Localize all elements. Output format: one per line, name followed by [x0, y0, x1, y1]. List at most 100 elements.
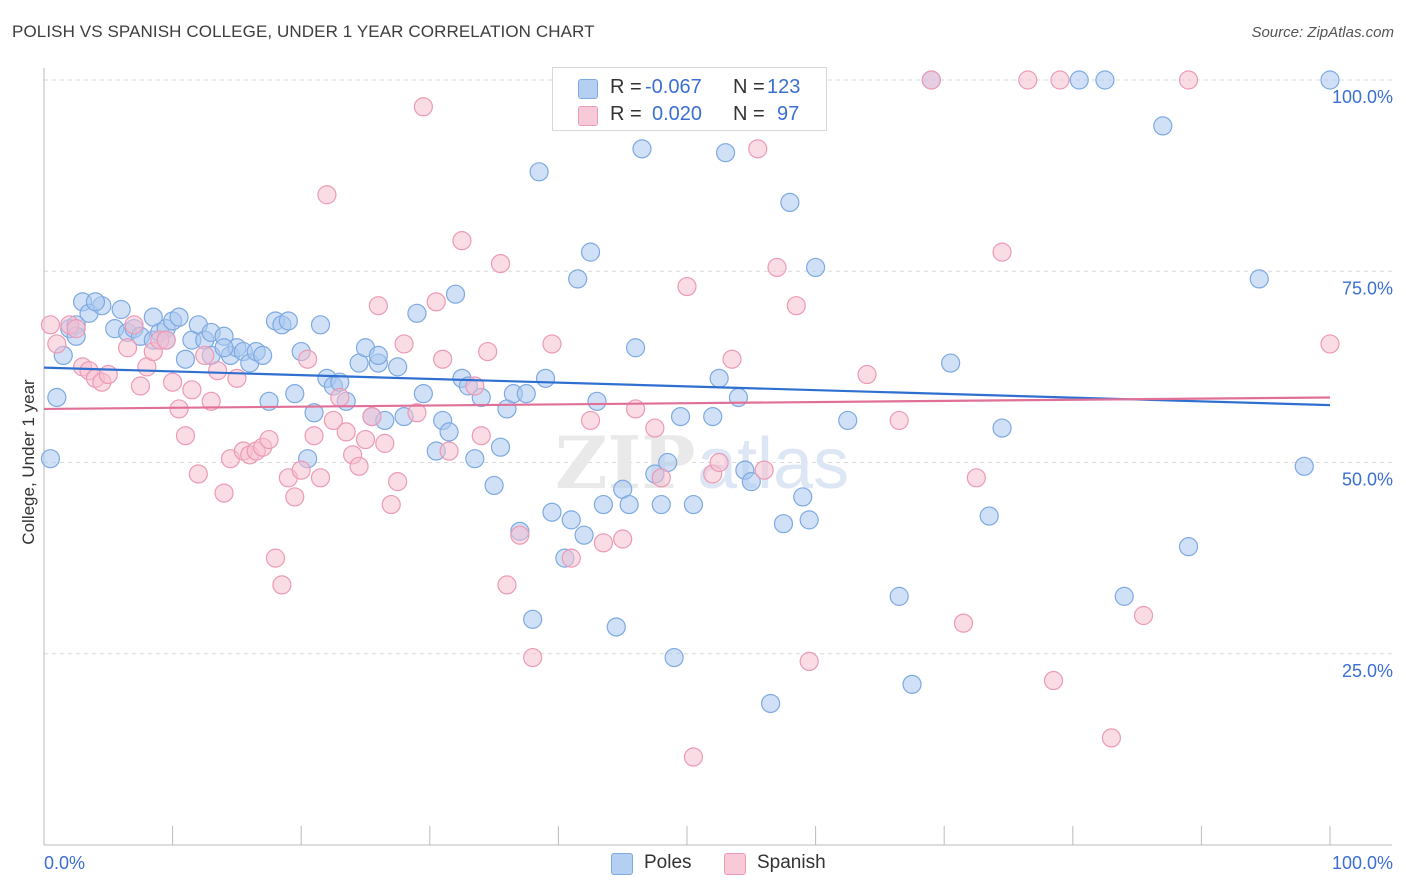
legend-n-value: 123 — [767, 76, 801, 98]
data-point-spanish — [651, 468, 671, 488]
data-point-spanish — [388, 472, 408, 492]
data-point-spanish — [580, 410, 601, 431]
data-point-spanish — [510, 525, 530, 545]
data-point-spanish — [1043, 670, 1064, 691]
data-point-poles — [1095, 70, 1115, 90]
y-tick-label: 100.0% — [1332, 87, 1393, 107]
data-point-spanish — [214, 483, 234, 503]
data-point-spanish — [117, 338, 138, 358]
data-point-spanish — [298, 349, 318, 369]
data-point-poles — [529, 162, 549, 182]
data-point-poles — [175, 349, 196, 369]
data-point-poles — [760, 693, 781, 714]
data-point-spanish — [124, 315, 144, 335]
trend-layer — [43, 366, 1331, 411]
data-point-spanish — [1320, 334, 1340, 354]
data-point-spanish — [452, 231, 472, 251]
data-point-spanish — [1178, 70, 1199, 90]
data-point-spanish — [394, 334, 414, 354]
data-point-spanish — [272, 575, 292, 595]
legend-row-poles: R = -0.067 N = 123 — [553, 74, 826, 100]
data-point-poles — [632, 139, 652, 159]
legend-r-label: R = — [610, 76, 642, 98]
legend-r-label: R = — [610, 103, 642, 125]
data-point-spanish — [754, 460, 774, 480]
data-point-poles — [838, 410, 858, 431]
data-point-spanish — [709, 452, 729, 473]
data-point-poles — [285, 384, 305, 404]
x-tick-label: 0.0% — [44, 853, 85, 873]
grid-layer — [44, 79, 1392, 655]
data-point-spanish — [523, 647, 543, 668]
data-point-poles — [1249, 269, 1269, 289]
data-point-poles — [664, 647, 684, 668]
bottom-legend-swatch-poles — [611, 853, 633, 875]
data-point-poles — [625, 338, 646, 358]
data-point-spanish — [175, 426, 196, 446]
data-point-poles — [593, 494, 614, 515]
data-point-spanish — [645, 418, 665, 438]
data-point-poles — [523, 609, 543, 629]
data-point-spanish — [381, 494, 401, 515]
data-point-poles — [214, 338, 234, 358]
data-point-spanish — [748, 139, 768, 159]
chart-source: Source: ZipAtlas.com — [1251, 24, 1394, 41]
data-point-poles — [465, 449, 485, 469]
data-point-poles — [1294, 456, 1314, 476]
data-point-spanish — [683, 747, 704, 767]
data-point-poles — [490, 437, 511, 457]
data-point-poles — [715, 143, 736, 163]
data-point-spanish — [433, 349, 453, 369]
data-point-spanish — [375, 433, 395, 453]
data-point-spanish — [163, 372, 183, 392]
data-point-poles — [407, 303, 427, 323]
y-axis-title: College, Under 1 year — [19, 379, 38, 545]
data-point-spanish — [336, 422, 356, 442]
data-point-poles — [1069, 70, 1089, 90]
data-point-spanish — [362, 407, 382, 427]
data-point-spanish — [304, 426, 324, 446]
bottom-legend-swatch-spanish — [724, 853, 746, 875]
data-point-spanish — [330, 387, 350, 408]
bottom-legend-label-spanish: Spanish — [757, 852, 826, 873]
data-point-spanish — [542, 334, 562, 354]
data-point-poles — [979, 506, 999, 526]
data-point-poles — [709, 368, 729, 388]
data-point-spanish — [208, 361, 228, 381]
data-point-spanish — [66, 319, 86, 339]
data-point-poles — [259, 391, 279, 411]
data-point-spanish — [323, 410, 343, 431]
data-point-poles — [169, 307, 189, 327]
data-point-poles — [40, 449, 61, 469]
data-point-spanish — [889, 410, 909, 431]
data-point-spanish — [413, 97, 433, 117]
legend-swatch-spanish — [578, 106, 598, 126]
points-layer — [40, 70, 1340, 767]
data-point-poles — [805, 257, 826, 278]
data-point-poles — [703, 407, 723, 427]
data-point-spanish — [593, 533, 614, 553]
data-point-spanish — [992, 242, 1012, 262]
data-point-poles — [516, 384, 536, 404]
data-point-poles — [542, 502, 562, 522]
data-point-spanish — [1133, 605, 1154, 626]
data-point-spanish — [561, 548, 581, 568]
data-point-poles — [85, 292, 106, 312]
data-point-spanish — [490, 254, 511, 274]
data-point-poles — [587, 391, 607, 411]
data-point-poles — [780, 192, 800, 212]
data-point-poles — [799, 510, 819, 530]
data-point-spanish — [98, 364, 118, 385]
data-point-spanish — [1018, 70, 1038, 90]
data-point-spanish — [1101, 728, 1121, 748]
data-point-spanish — [195, 345, 215, 365]
data-point-spanish — [285, 487, 305, 507]
data-point-spanish — [497, 575, 517, 595]
data-point-spanish — [465, 376, 485, 396]
data-point-spanish — [317, 185, 337, 205]
data-point-poles — [413, 384, 433, 404]
data-point-spanish — [921, 70, 941, 90]
data-point-spanish — [310, 468, 331, 488]
data-point-spanish — [47, 334, 67, 354]
